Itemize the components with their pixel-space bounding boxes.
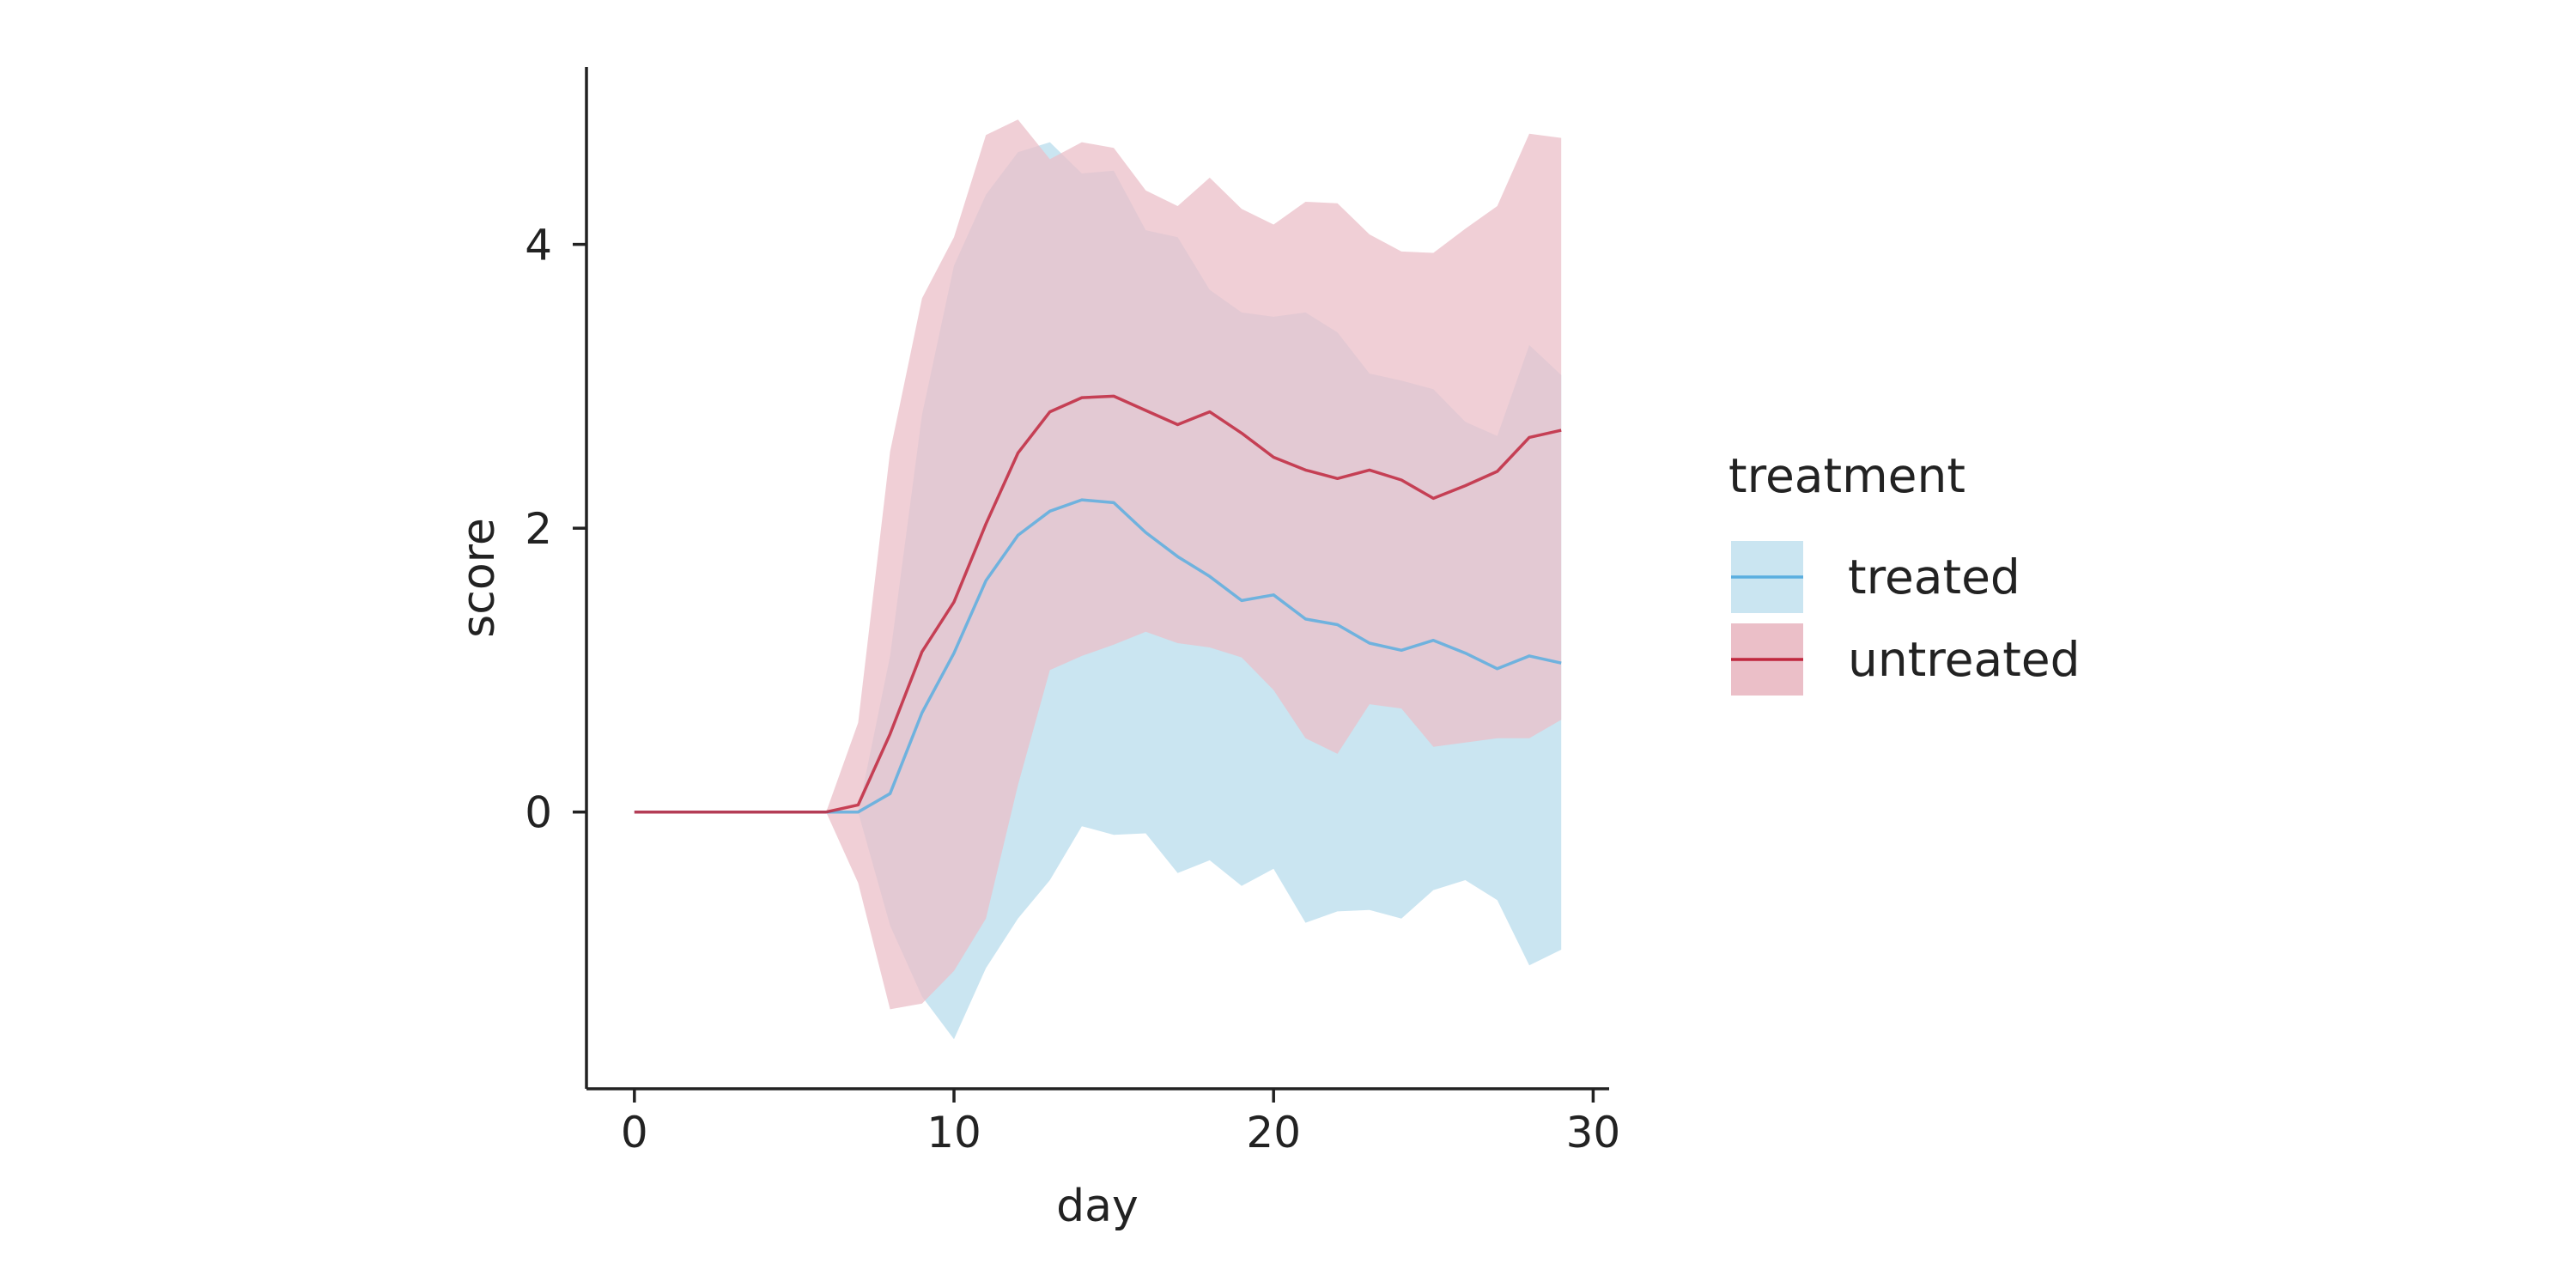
x-axis-title: day (1056, 1181, 1139, 1232)
axes (585, 67, 1609, 1091)
legend-label-untreated: untreated (1848, 632, 2081, 687)
y-axis-title: score (453, 518, 505, 638)
confidence-bands (634, 119, 1562, 1040)
y-tick-label-0: 0 (525, 788, 552, 838)
y-tick-label-2: 2 (525, 504, 552, 554)
legend-title: treatment (1728, 448, 1965, 503)
x-tick-label-20: 20 (1246, 1108, 1301, 1157)
x-tick-label-10: 10 (927, 1108, 981, 1157)
ticks: 0 10 20 30 0 2 4 (525, 221, 1620, 1157)
x-tick-label-0: 0 (621, 1108, 648, 1157)
line-untreated (634, 394, 1562, 814)
y-tick-label-4: 4 (525, 221, 552, 270)
x-tick-label-30: 30 (1566, 1108, 1621, 1157)
legend: treatment treated untreated (1728, 448, 2081, 696)
series-lines (634, 394, 1562, 814)
legend-label-treated: treated (1848, 550, 2020, 605)
